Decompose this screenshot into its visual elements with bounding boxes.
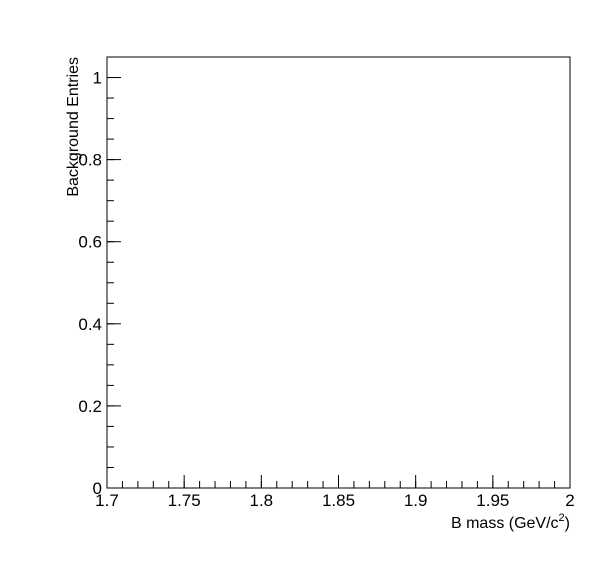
y-tick-label: 1 [93, 69, 102, 88]
x-tick-label: 2 [565, 491, 574, 510]
x-tick-label: 1.95 [476, 491, 509, 510]
x-axis-title-superscript: 2 [559, 512, 565, 524]
y-tick-labels: 0 0.2 0.4 0.6 0.8 1 [78, 69, 102, 498]
y-tick-label: 0.6 [78, 233, 102, 252]
y-tick-label: 0.8 [78, 151, 102, 170]
y-tick-label: 0 [93, 479, 102, 498]
y-major-ticks [107, 77, 121, 489]
y-axis-title: Background Entries [65, 57, 82, 197]
x-tick-label: 1.85 [322, 491, 355, 510]
x-tick-label: 1.7 [95, 491, 119, 510]
x-axis-title-suffix: ) [565, 515, 570, 532]
x-tick-label: 1.8 [250, 491, 274, 510]
x-major-ticks [106, 475, 571, 488]
x-minor-ticks [106, 481, 571, 488]
x-axis-title: B mass (GeV/c2) [451, 512, 570, 532]
x-tick-label: 1.75 [168, 491, 201, 510]
y-tick-label: 0.2 [78, 397, 102, 416]
x-tick-label: 1.9 [404, 491, 428, 510]
y-tick-label: 0.4 [78, 315, 102, 334]
x-tick-labels: 1.7 1.75 1.8 1.85 1.9 1.95 2 [95, 491, 575, 510]
x-axis-title-main: B mass (GeV/c [451, 515, 559, 532]
